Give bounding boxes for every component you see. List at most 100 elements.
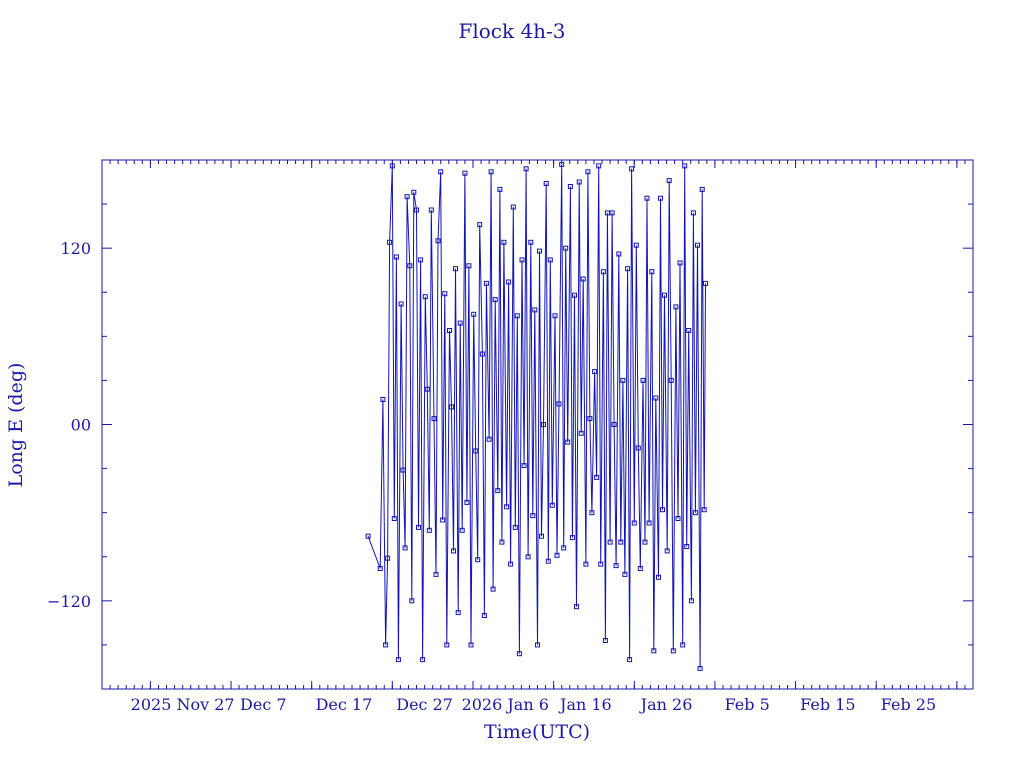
data-point-marker — [633, 242, 639, 248]
data-point-marker — [594, 474, 600, 480]
data-point-marker — [673, 304, 679, 310]
x-tick-label: Dec 27 — [396, 695, 453, 714]
data-point-marker — [473, 448, 479, 454]
data-point-marker — [589, 510, 595, 516]
data-point-marker — [365, 533, 371, 539]
data-point-marker — [525, 554, 531, 560]
data-point-marker — [578, 430, 584, 436]
data-point-marker — [585, 169, 591, 175]
data-point-marker — [701, 507, 707, 513]
data-point-marker — [616, 251, 622, 257]
data-point-marker — [677, 260, 683, 266]
data-point-marker — [682, 163, 688, 169]
data-point-marker — [670, 648, 676, 654]
data-point-marker — [398, 301, 404, 307]
data-point-marker — [556, 401, 562, 407]
data-point-marker — [481, 613, 487, 618]
data-point-marker — [637, 566, 643, 571]
data-point-marker — [618, 539, 624, 545]
data-point-marker — [629, 166, 635, 172]
data-point-marker — [400, 467, 406, 473]
data-point-marker — [580, 276, 586, 282]
data-point-marker — [530, 513, 536, 519]
data-point-marker — [426, 527, 432, 533]
x-tick-label: Feb 15 — [800, 695, 855, 714]
data-point-marker — [497, 186, 503, 192]
data-point-marker — [514, 313, 520, 319]
data-point-marker — [587, 416, 593, 422]
data-point-marker — [495, 488, 501, 494]
data-point-marker — [697, 665, 703, 671]
data-point-marker — [424, 386, 430, 392]
data-point-marker — [521, 463, 527, 469]
data-point-marker — [604, 210, 610, 216]
data-point-marker — [380, 397, 386, 402]
data-point-marker — [539, 533, 544, 539]
data-point-marker — [453, 266, 458, 272]
data-point-marker — [462, 170, 468, 176]
data-point-marker — [471, 311, 477, 317]
data-point-marker — [565, 439, 571, 445]
data-point-marker — [535, 642, 540, 648]
x-tick-label: Dec 17 — [316, 695, 373, 714]
data-point-marker — [402, 545, 408, 551]
data-point-marker — [418, 257, 424, 263]
data-point-marker — [561, 545, 567, 551]
data-point-marker — [466, 263, 472, 269]
data-point-marker — [501, 239, 507, 245]
data-point-marker — [680, 642, 686, 648]
data-point-marker — [387, 239, 393, 245]
data-point-marker — [447, 328, 452, 333]
data-point-marker — [569, 535, 575, 541]
data-point-marker — [420, 657, 426, 663]
data-point-marker — [611, 422, 617, 427]
data-point-marker — [385, 555, 391, 561]
data-point-marker — [414, 207, 419, 213]
data-point-marker — [666, 178, 672, 184]
x-axis-title: Time(UTC) — [484, 721, 590, 743]
data-point-marker — [488, 169, 494, 175]
data-point-marker — [499, 539, 505, 545]
data-point-marker — [602, 638, 608, 643]
data-point-marker — [468, 642, 474, 648]
data-point-marker — [433, 571, 439, 577]
data-point-marker — [640, 377, 646, 383]
y-tick-label: 120 — [60, 239, 91, 258]
data-point-marker — [613, 563, 619, 569]
data-point-marker — [664, 548, 670, 554]
data-point-marker — [490, 586, 496, 592]
data-point-marker — [422, 294, 428, 300]
data-point-marker — [695, 242, 700, 248]
data-point-marker — [609, 210, 615, 216]
y-axis-tick-labels: 120 00 −120 — [47, 239, 91, 611]
data-point-marker — [572, 292, 577, 298]
data-point-marker — [552, 313, 558, 319]
y-tick-label: 00 — [71, 416, 91, 435]
data-point-marker — [504, 504, 510, 510]
data-point-marker — [622, 571, 628, 577]
data-point-marker — [635, 445, 641, 451]
x-tick-label: Jan 16 — [558, 695, 612, 714]
data-point-marker — [451, 548, 456, 554]
x-tick-label: 2026 Jan 6 — [462, 695, 549, 714]
x-axis-tick-labels: 2025 Nov 27 Dec 7 Dec 17 Dec 27 2026 Jan 6 Ja… — [131, 695, 936, 714]
data-point-marker — [477, 222, 483, 228]
data-point-marker — [528, 239, 534, 245]
data-point-marker — [512, 524, 518, 530]
series-line — [367, 164, 706, 669]
data-point-marker — [506, 279, 512, 285]
data-point-marker — [519, 257, 525, 263]
data-point-marker — [395, 657, 401, 663]
data-point-marker — [545, 558, 551, 564]
x-tick-label: Dec 7 — [240, 695, 287, 714]
data-point-marker — [658, 195, 663, 201]
data-point-marker — [675, 516, 681, 521]
data-point-marker — [684, 544, 690, 549]
y-axis-title: Long E (deg) — [5, 363, 27, 488]
data-point-marker — [690, 210, 696, 216]
data-point-marker — [541, 422, 546, 427]
data-point-marker — [574, 604, 579, 610]
data-point-marker — [523, 166, 529, 172]
data-point-marker — [475, 557, 481, 563]
